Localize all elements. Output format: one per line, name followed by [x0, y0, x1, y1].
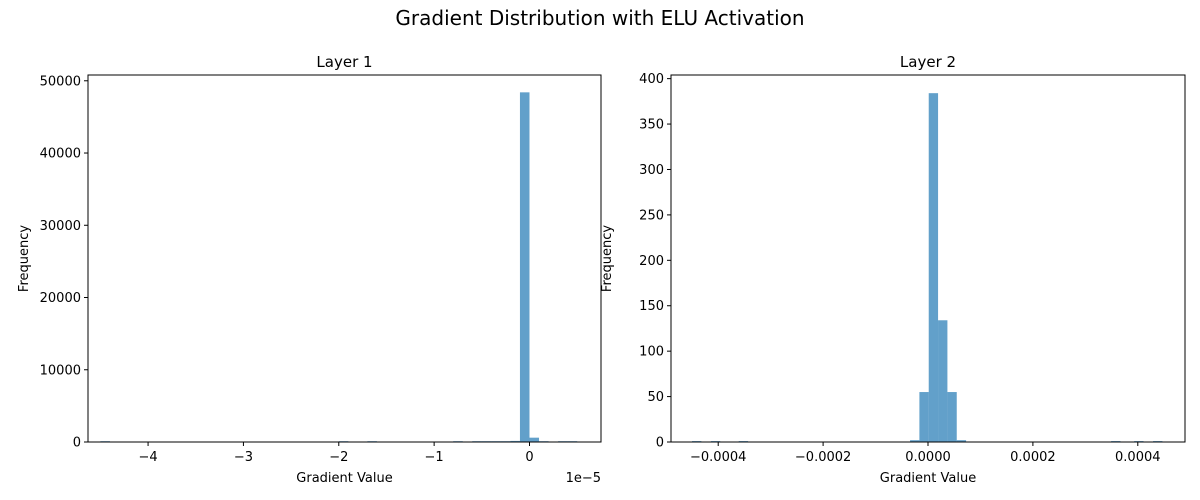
x-tick-label: −0.0004	[690, 450, 746, 465]
axes-frame	[670, 74, 1186, 443]
y-tick-label: 40000	[40, 147, 81, 162]
histogram-bar	[938, 320, 948, 442]
y-tick-label: 30000	[40, 219, 81, 234]
x-axis-label: Gradient Value	[296, 471, 392, 486]
x-tick-label: −2	[329, 450, 348, 465]
x-tick-label: −4	[138, 450, 157, 465]
histogram-bar	[919, 392, 929, 442]
y-tick-label: 100	[639, 345, 664, 360]
y-axis-label: Frequency	[17, 225, 32, 292]
histogram-bar	[529, 437, 540, 442]
histogram-bar	[928, 93, 939, 443]
y-tick-label: 20000	[40, 291, 81, 306]
histogram-bar	[519, 92, 530, 442]
y-tick-label: 50000	[40, 74, 81, 89]
histogram-bar	[910, 440, 920, 442]
histogram-bar	[956, 440, 967, 442]
y-tick-label: 300	[639, 163, 664, 178]
x-tick-label: 0.0000	[905, 450, 951, 465]
histogram-bar	[947, 392, 957, 442]
chart-title: Layer 1	[316, 53, 372, 71]
chart-layer1: −4 −3 −2 −1 0 0 10000 20000 30000 40000 50000 Layer…	[17, 53, 602, 486]
y-axis-label: Frequency	[600, 225, 615, 292]
y-tick-label: 150	[639, 299, 664, 314]
y-tick-label: 0	[73, 436, 81, 451]
x-tick-label: 0.0002	[1010, 450, 1056, 465]
histogram-bar	[510, 440, 520, 442]
y-tick-label: 0	[656, 436, 664, 451]
x-tick-label: 0	[525, 450, 533, 465]
x-tick-label: −3	[234, 450, 253, 465]
y-tick-label: 250	[639, 208, 664, 223]
y-tick-label: 200	[639, 254, 664, 269]
chart-title: Layer 2	[900, 53, 956, 71]
axes-frame	[87, 74, 602, 443]
y-tick-label: 50	[647, 390, 664, 405]
y-tick-label: 400	[639, 72, 664, 87]
axis-offset-text: 1e−5	[566, 471, 601, 486]
y-tick-label: 10000	[40, 363, 81, 378]
y-tick-label: 350	[639, 118, 664, 133]
chart-layer2: −0.0004 −0.0002 0.0000 0.0002 0.0004 0 50 100 15…	[600, 53, 1186, 486]
figure-title: Gradient Distribution with ELU Activatio…	[395, 6, 805, 30]
x-tick-label: −0.0002	[795, 450, 851, 465]
x-axis-label: Gradient Value	[880, 471, 976, 486]
x-tick-label: −1	[425, 450, 444, 465]
x-tick-label: 0.0004	[1115, 450, 1161, 465]
